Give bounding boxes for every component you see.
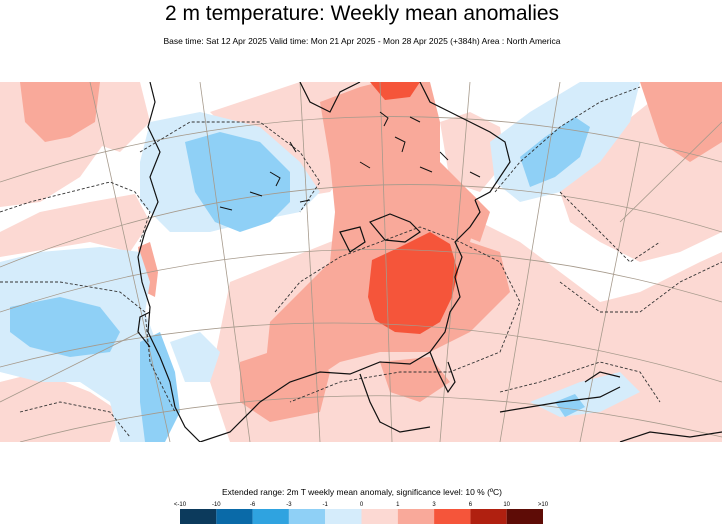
graticule-line (579, 141, 641, 442)
anomaly-region (240, 342, 330, 422)
color-legend: <-10 -10 -6 -3 -1 0 1 3 6 10 >10 (174, 502, 549, 524)
coastline (339, 226, 366, 253)
legend-tick-label: -10 (212, 502, 221, 508)
coastline (439, 151, 449, 161)
legend-tick-label: -6 (250, 502, 256, 508)
legend-title: Extended range: 2m T weekly mean anomaly… (222, 487, 502, 497)
graticule-line (499, 82, 561, 442)
coastline (289, 141, 297, 153)
coastline (137, 311, 151, 348)
legend-swatch (470, 509, 507, 524)
legend-swatch (506, 509, 543, 524)
legend-tick-label: -1 (323, 502, 329, 508)
anomaly-region (10, 297, 120, 357)
coastline (419, 166, 433, 173)
coastline (394, 136, 406, 153)
coastline (379, 111, 389, 127)
legend-tick-label: 0 (360, 502, 364, 508)
graticule-line (0, 331, 141, 403)
anomaly-region (265, 82, 510, 392)
coastline (409, 116, 421, 123)
page-subtitle: Base time: Sat 12 Apr 2025 Valid time: M… (163, 36, 561, 46)
coastlines (137, 82, 722, 442)
anomaly-region (20, 82, 100, 142)
graticule-line (0, 184, 722, 268)
warm-mid-fields (20, 82, 722, 422)
legend-tick-label: <-10 (174, 502, 187, 508)
legend-tick-label: >10 (538, 502, 549, 508)
graticule-line (0, 322, 722, 383)
legend-tick-label: 10 (503, 502, 510, 508)
coastline (249, 191, 263, 197)
legend-tick-label: 6 (469, 502, 473, 508)
coastline (137, 82, 201, 442)
coastline (369, 213, 421, 243)
coastline (429, 351, 456, 394)
graticule-line (0, 116, 722, 183)
graticule-line (619, 121, 722, 223)
legend-swatch (216, 509, 253, 524)
anomaly-region (185, 132, 290, 232)
legend-swatch (288, 509, 326, 524)
significance-contours (0, 86, 722, 438)
legend-swatch (180, 509, 217, 524)
anomaly-region (0, 372, 120, 442)
graticule-line (89, 82, 171, 442)
graticule-line (299, 82, 321, 442)
legend-swatch (397, 509, 435, 524)
anomaly-region (520, 117, 590, 187)
warm-strong-field (368, 232, 458, 334)
coastline (269, 171, 281, 187)
graticule-line (199, 82, 251, 442)
coastline (199, 199, 481, 442)
coastline (359, 161, 371, 169)
legend-swatch (361, 509, 398, 524)
coastline (469, 171, 481, 178)
lakes-and-islands (219, 111, 481, 211)
legend-swatch (252, 509, 289, 524)
anomaly-region (380, 357, 450, 402)
page-title: 2 m temperature: Weekly mean anomalies (164, 2, 560, 25)
legend-tick-label: 1 (396, 502, 400, 508)
coastline (499, 386, 621, 413)
legend-swatch (434, 509, 471, 524)
legend-tick-label: -3 (286, 502, 292, 508)
graticule-line (439, 82, 471, 442)
warm-strong-field-north (370, 82, 420, 100)
coastline (584, 371, 621, 383)
legend-tick-label: 3 (432, 502, 436, 508)
cool-mid-fields (10, 117, 590, 442)
graticule-line (19, 395, 722, 442)
coastline (419, 82, 511, 201)
anomaly-region (0, 194, 150, 257)
anomaly-map (0, 82, 722, 442)
coastline (299, 82, 361, 113)
legend-swatch (325, 509, 362, 524)
graticule-line (379, 82, 393, 442)
graticule-line (0, 249, 722, 313)
coastline (359, 373, 431, 433)
graticule (0, 82, 722, 442)
coastline (299, 199, 311, 203)
coastline (219, 206, 233, 211)
coastline (619, 431, 722, 442)
anomaly-region (170, 332, 220, 382)
